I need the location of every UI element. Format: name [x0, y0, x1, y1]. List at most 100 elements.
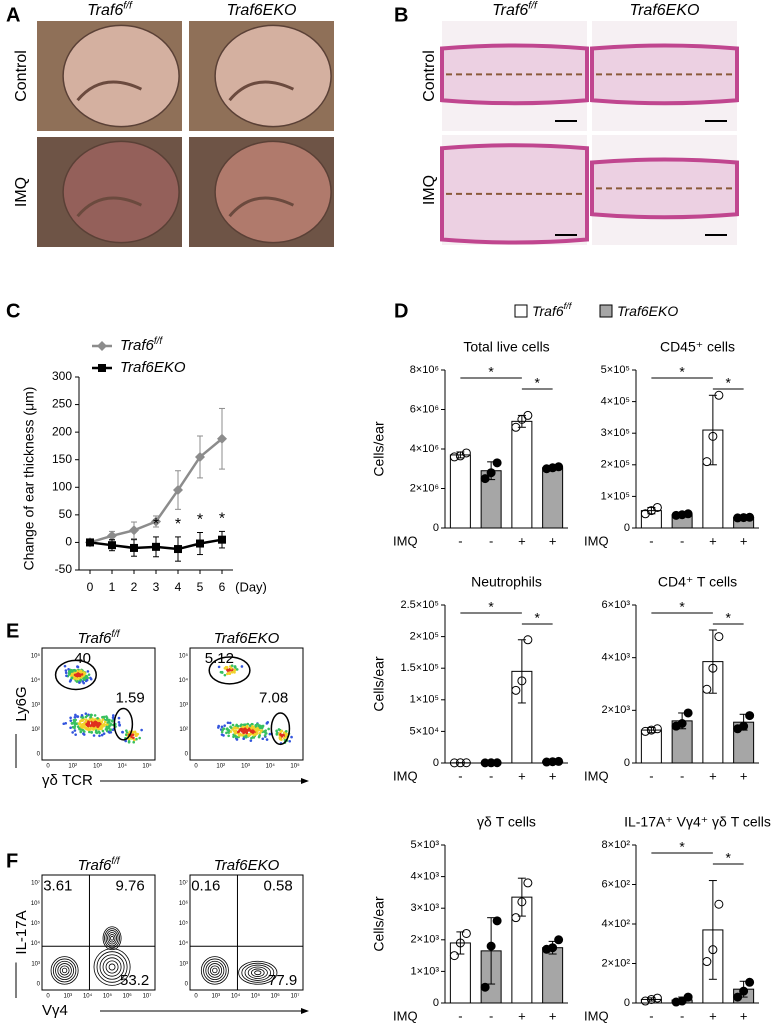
group-tick-label: - — [458, 533, 462, 548]
significance-star: * — [488, 599, 494, 615]
genotype-name: Traf6EKO — [227, 2, 297, 19]
contour — [52, 958, 77, 983]
density-dot — [248, 733, 252, 737]
density-dot — [254, 729, 258, 732]
significance-star: * — [726, 375, 732, 391]
y-tick-label: 0 — [624, 757, 630, 769]
density-dot — [98, 734, 101, 738]
y-tick-label: 4×10⁶ — [410, 443, 439, 455]
group-tick-label: - — [680, 1008, 684, 1023]
density-dot — [89, 715, 92, 719]
contour — [110, 935, 114, 941]
density-dot — [82, 732, 85, 735]
data-point — [511, 422, 521, 432]
y-tick-label: 2×10² — [602, 957, 631, 969]
density-dot — [248, 727, 251, 731]
data-point — [652, 993, 662, 1003]
density-dot — [82, 671, 86, 674]
density-dot — [83, 676, 87, 680]
density-dot — [127, 739, 131, 743]
column-header: Traf6f/f — [492, 0, 538, 19]
density-dot — [73, 671, 76, 675]
y-tick-label: 1×10⁵ — [410, 694, 439, 706]
y-tick-label: 2×10³ — [602, 704, 631, 716]
column-header: Traf6EKO — [214, 630, 280, 647]
row-label: Control — [13, 50, 30, 102]
contour — [50, 956, 79, 985]
y-tick-label: 4×10³ — [411, 871, 440, 883]
data-point — [492, 916, 502, 926]
density-dot — [280, 734, 284, 738]
data-point — [517, 676, 527, 686]
density-dot — [87, 673, 91, 676]
density-dot — [280, 738, 283, 741]
contour — [108, 934, 116, 943]
contour — [93, 948, 131, 986]
density-dot — [70, 674, 73, 678]
y-tick-label: 10⁴ — [179, 677, 189, 684]
x-tick-label: 10⁵ — [251, 993, 261, 1000]
density-dot — [220, 730, 224, 734]
x-tick-label: 1 — [109, 580, 116, 594]
density-dot — [108, 721, 111, 724]
y-tick-label: 1.5×10⁵ — [400, 662, 439, 674]
y-axis-label: Cells/ear — [371, 421, 387, 477]
density-dot — [91, 728, 95, 731]
y-tick-label: 10³ — [31, 961, 40, 967]
panel-label: F — [6, 850, 18, 872]
density-dot — [63, 664, 67, 668]
row-label: Control — [421, 50, 438, 102]
y-tick-label: 10⁶ — [31, 900, 41, 907]
x-tick-label: 6 — [219, 580, 226, 594]
density-dot — [235, 668, 239, 671]
group-tick-label: + — [709, 533, 717, 548]
column-header: Traf6f/f — [87, 0, 133, 19]
density-dot — [96, 719, 100, 723]
density-dot — [79, 730, 83, 734]
group-tick-label: - — [649, 533, 653, 548]
density-dot — [78, 674, 82, 678]
x-tick-label: 10³ — [63, 994, 72, 1000]
contour — [200, 956, 229, 985]
genotype-name: Traf6 — [77, 857, 112, 874]
panel-label: B — [394, 4, 408, 26]
group-tick-label: - — [489, 1008, 493, 1023]
density-dot — [260, 726, 264, 730]
contour — [102, 957, 122, 977]
legend-label: Traf6f/f — [120, 335, 163, 354]
density-dot — [71, 731, 74, 734]
density-dot — [111, 714, 115, 717]
ear — [214, 140, 332, 244]
density-dot — [74, 733, 77, 736]
density-dot — [135, 737, 138, 741]
density-dot — [80, 723, 84, 727]
gate-percentage: 5.12 — [205, 650, 234, 667]
y-tick-label: 1×10⁵ — [601, 490, 630, 502]
density-dot — [284, 729, 288, 733]
y-tick-label: 100 — [52, 479, 72, 493]
y-tick-label: 6×10³ — [602, 599, 631, 611]
y-tick-label: 10⁶ — [179, 900, 189, 907]
y-tick-label: 10⁷ — [31, 880, 40, 887]
significance-star: * — [488, 364, 494, 380]
gate — [208, 656, 251, 685]
data-point — [455, 451, 465, 461]
data-point — [486, 941, 496, 951]
panel-label: D — [394, 300, 408, 322]
density-dot — [69, 678, 73, 682]
x-tick-label: 3 — [153, 580, 160, 594]
significance-star: * — [175, 516, 181, 533]
y-tick-label: 10³ — [179, 961, 188, 967]
density-dot — [225, 727, 229, 731]
y-tick-label: 10⁵ — [179, 920, 189, 927]
data-point — [461, 448, 471, 458]
y-tick-label: 10⁵ — [179, 653, 189, 660]
data-point — [449, 951, 459, 961]
contour — [241, 962, 275, 983]
y-tick-label: 6×10⁶ — [410, 403, 439, 415]
density-dot — [267, 727, 270, 731]
data-point — [702, 957, 712, 967]
y-tick-label: 2×10⁵ — [601, 459, 630, 471]
data-point — [523, 878, 533, 888]
